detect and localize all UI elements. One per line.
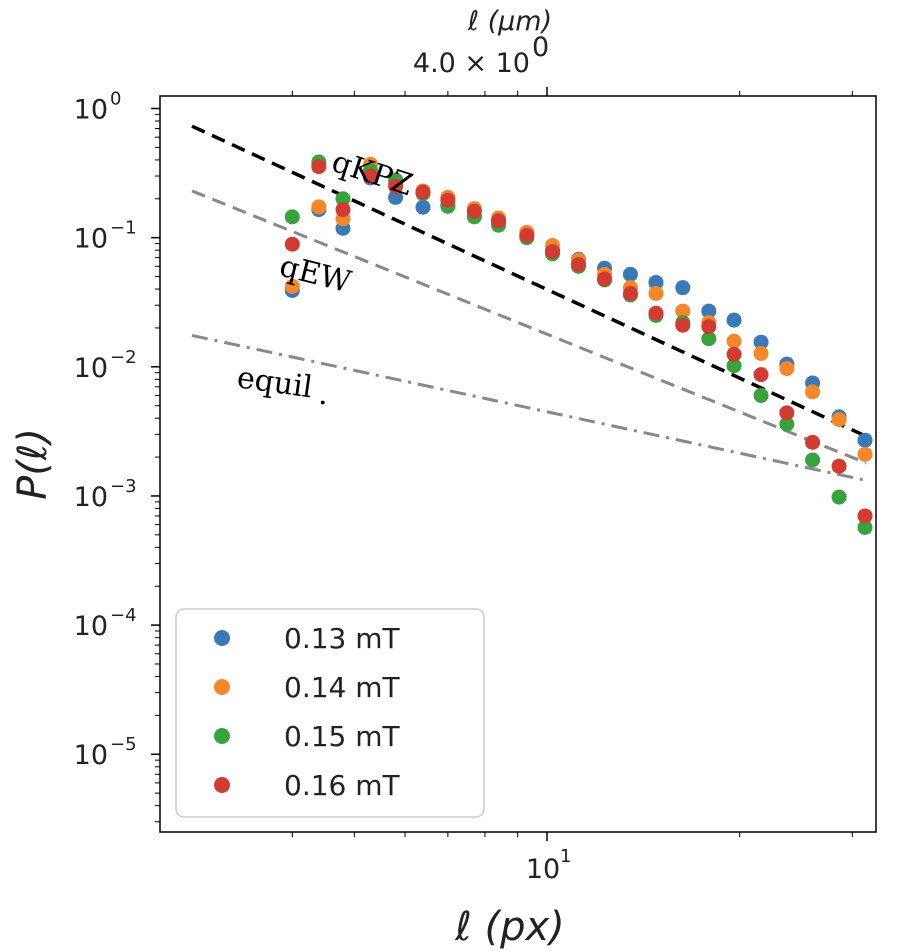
point-series-1-1	[311, 199, 327, 215]
point-series-3-22	[857, 508, 873, 524]
y-tick-exponent-0: 0	[110, 89, 121, 110]
legend-label-1: 0.14 mT	[284, 671, 401, 704]
point-series-2-21	[831, 489, 847, 505]
point-series-1-0	[284, 278, 300, 294]
point-series-3-12	[597, 271, 613, 287]
legend-entries: 0.13 mT 0.14 mT 0.15 mT 0.16 mT	[214, 622, 401, 802]
y-tick-label-5: 10	[74, 740, 108, 771]
point-series-3-0	[284, 236, 300, 252]
y-tick-exponent-3: −3	[110, 476, 137, 497]
point-series-3-7	[466, 203, 482, 219]
point-series-3-11	[570, 256, 586, 272]
point-series-2-22	[857, 519, 873, 535]
legend-label-2: 0.15 mT	[284, 720, 401, 753]
point-series-2-17	[726, 358, 742, 374]
point-series-1-19	[779, 361, 795, 377]
point-series-3-21	[831, 458, 847, 474]
point-series-3-1	[311, 159, 327, 175]
x-tick-label-0: 10	[526, 854, 560, 885]
point-series-0-18	[753, 334, 769, 350]
y-tick-exponent-5: −5	[110, 734, 137, 755]
reference-line-qkpz	[191, 124, 867, 438]
point-series-0-4	[388, 189, 404, 205]
point-series-1-22	[857, 446, 873, 462]
point-series-3-20	[805, 434, 821, 450]
y-tick-exponent-4: −4	[110, 605, 137, 626]
point-series-3-5	[415, 184, 431, 200]
y-axis-label: P(ℓ)	[10, 428, 56, 500]
point-series-3-17	[726, 346, 742, 362]
legend-marker-0	[214, 630, 230, 646]
point-series-1-18	[753, 345, 769, 361]
point-series-3-14	[648, 305, 664, 321]
point-series-2-18	[753, 387, 769, 403]
point-series-0-13	[622, 266, 638, 282]
y-tick-exponent-1: −1	[110, 218, 137, 239]
point-series-0-14	[648, 274, 664, 290]
y-tick-label-2: 10	[74, 353, 108, 384]
reference-line-equil	[191, 333, 867, 482]
point-series-3-19	[779, 405, 795, 421]
top-axis-tick-label: 4.0 × 10	[413, 48, 530, 79]
point-series-0-15	[675, 280, 691, 296]
legend-label-3: 0.16 mT	[284, 769, 401, 802]
point-series-0-5	[415, 199, 431, 215]
legend-marker-2	[214, 728, 230, 744]
y-tick-label-1: 10	[74, 224, 108, 255]
y-tick-label-4: 10	[74, 611, 108, 642]
point-series-0-22	[857, 432, 873, 448]
x-tick-exponent-0: 1	[560, 846, 571, 867]
point-series-0-16	[701, 303, 717, 319]
point-series-3-16	[701, 319, 717, 335]
annotation-equil-dot: .	[318, 377, 328, 412]
point-series-2-16	[701, 331, 717, 347]
axis-ticks: 10 010 −110 −210 −310 −410 −510 1	[74, 87, 853, 885]
point-series-2-2	[335, 191, 351, 207]
y-tick-label-0: 10	[74, 95, 108, 126]
reference-line-qew	[191, 189, 867, 465]
point-series-0-17	[726, 312, 742, 328]
reference-lines	[191, 124, 867, 482]
x-axis-label: ℓ (px)	[454, 904, 565, 950]
legend-label-0: 0.13 mT	[284, 622, 401, 655]
point-series-3-3	[363, 168, 379, 184]
point-series-2-19	[779, 416, 795, 432]
top-axis-label: ℓ (μm)	[467, 6, 552, 37]
point-series-1-21	[831, 412, 847, 428]
legend-marker-3	[214, 777, 230, 793]
legend-marker-1	[214, 679, 230, 695]
point-series-3-2	[335, 202, 351, 218]
top-axis-tick-exponent: 0	[532, 32, 549, 63]
point-series-3-13	[622, 285, 638, 301]
point-series-1-17	[726, 333, 742, 349]
point-series-3-6	[440, 192, 456, 208]
point-series-1-14	[648, 285, 664, 301]
point-series-1-15	[675, 303, 691, 319]
data-points	[284, 154, 873, 535]
point-series-2-20	[805, 452, 821, 468]
point-series-2-0	[284, 209, 300, 225]
point-series-3-9	[519, 227, 535, 243]
point-series-3-4	[388, 178, 404, 194]
point-series-3-15	[675, 317, 691, 333]
legend: 0.13 mT 0.14 mT 0.15 mT 0.16 mT	[175, 608, 485, 818]
annotation-equil: equil	[235, 360, 315, 405]
point-series-3-10	[545, 244, 561, 260]
y-tick-exponent-2: −2	[110, 347, 137, 368]
legend-box	[175, 608, 485, 818]
point-series-3-18	[753, 367, 769, 383]
y-tick-label-3: 10	[74, 482, 108, 513]
point-series-1-20	[805, 384, 821, 400]
point-series-3-8	[491, 213, 507, 229]
